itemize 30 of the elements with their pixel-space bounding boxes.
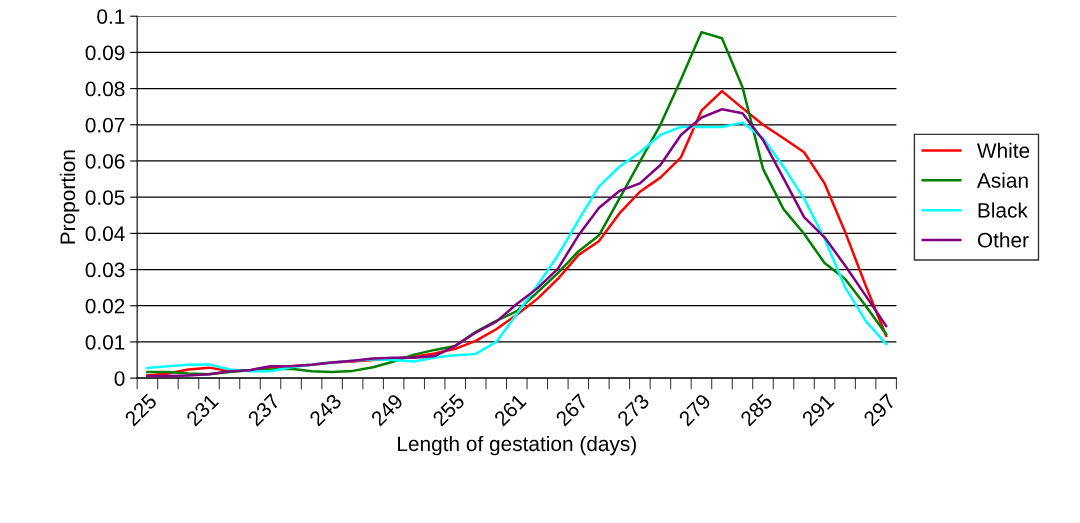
x-tick-label: 273 [616, 393, 651, 427]
x-tick-label: 243 [308, 393, 343, 427]
x-tick-label: 279 [678, 393, 712, 427]
legend-label: White [977, 142, 1030, 159]
y-tick-label: 0.03 [85, 262, 125, 278]
x-tick-label: 249 [370, 393, 404, 427]
legend-label: Asian [976, 172, 1028, 188]
legend-label: Other [977, 232, 1029, 248]
y-tick-label: 0 [114, 371, 125, 386]
y-tick-label: 0.06 [85, 153, 125, 169]
y-tick-label: 0.01 [85, 334, 125, 350]
y-tick-label: 0.1 [97, 9, 125, 24]
x-tick-label: 231 [185, 393, 220, 427]
y-tick-label: 0.07 [85, 117, 125, 133]
x-tick-label: 285 [739, 393, 774, 427]
y-tick-label: 0.05 [85, 190, 125, 205]
y-tick-label: 0.08 [85, 81, 125, 97]
x-tick-label: 261 [493, 393, 527, 427]
x-axis-title: Length of gestation (days) [398, 435, 636, 456]
x-tick-label: 255 [431, 393, 466, 427]
y-tick-label: 0.04 [85, 226, 125, 242]
legend-label: Black [978, 202, 1028, 218]
x-tick-label: 297 [862, 393, 897, 427]
y-tick-label: 0.09 [85, 45, 125, 61]
x-tick-label: 225 [123, 393, 158, 427]
y-axis-title: Proportion [59, 150, 80, 244]
x-tick-label: 267 [554, 393, 589, 427]
y-tick-label: 0.02 [85, 298, 125, 314]
x-tick-label: 291 [801, 393, 835, 427]
x-tick-label: 237 [247, 393, 281, 427]
